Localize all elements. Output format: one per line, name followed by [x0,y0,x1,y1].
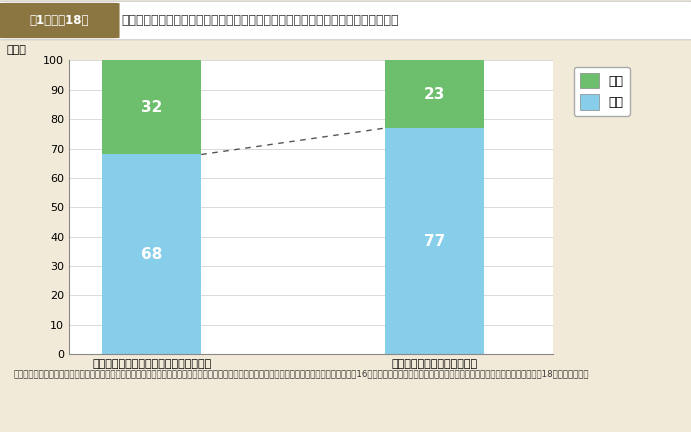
Text: 68: 68 [141,247,162,262]
Text: （％）: （％） [6,44,26,54]
Text: （備考）　コミュニティ・ビジネス立ち上げ代表者については，厕生労働者委託調査「コミュニティ・ビジネスにおける働き方に関する調査」（平成16年），自営業主（内職者: （備考） コミュニティ・ビジネス立ち上げ代表者については，厕生労働者委託調査「コ… [14,369,589,378]
Text: コミュニティ・ビジネス立ち上げ代表者及び自営業主（内職者を除く。）の男女比: コミュニティ・ビジネス立ち上げ代表者及び自営業主（内職者を除く。）の男女比 [121,14,399,27]
Bar [102,60,201,155]
Text: 23: 23 [424,87,446,102]
Bar [386,60,484,128]
Text: 77: 77 [424,234,446,249]
Legend: 女性, 男性: 女性, 男性 [574,67,630,116]
Bar [386,128,484,354]
Text: 第1－特－18図: 第1－特－18図 [29,14,88,27]
FancyBboxPatch shape [0,3,120,38]
FancyBboxPatch shape [0,1,691,40]
Bar [102,155,201,354]
Text: 32: 32 [141,100,162,115]
